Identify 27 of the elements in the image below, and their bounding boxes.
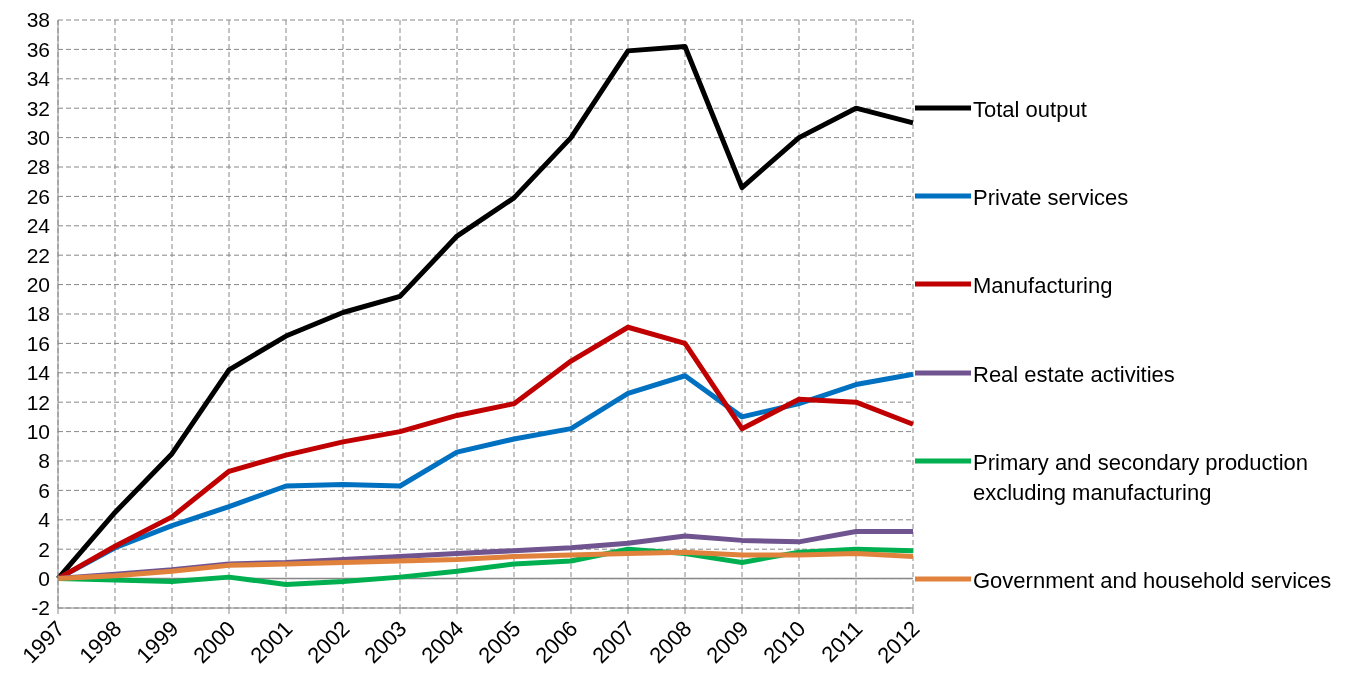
y-tick-label: 26	[26, 184, 50, 208]
y-tick-label: 16	[26, 331, 50, 355]
y-tick-label: 6	[38, 478, 50, 502]
y-tick-label: 14	[26, 361, 51, 385]
y-tick-label: 2	[38, 537, 50, 561]
y-tick-label: 36	[26, 37, 50, 61]
y-tick-label: 22	[26, 243, 50, 267]
legend-label: Manufacturing	[973, 272, 1113, 301]
y-tick-label: 34	[26, 67, 51, 91]
y-tick-label: 10	[26, 420, 50, 444]
y-tick-label: 12	[26, 390, 50, 414]
legend-label: Total output	[973, 95, 1087, 124]
y-tick-label: 18	[26, 302, 50, 326]
y-tick-label: 20	[26, 273, 50, 297]
y-tick-label: 38	[26, 8, 50, 32]
legend-label: Real estate activities	[973, 360, 1175, 389]
legend-label: Private services	[973, 184, 1129, 212]
legend-label: Government and household services	[973, 567, 1332, 596]
y-tick-label: 32	[26, 96, 50, 120]
y-tick-label: 8	[38, 449, 50, 473]
y-tick-label: -2	[31, 596, 50, 620]
y-tick-label: 30	[26, 126, 50, 150]
legend-label: Primary and secondary production excluding manufacturing	[973, 448, 1310, 507]
y-tick-label: 4	[38, 508, 51, 532]
y-tick-label: 28	[26, 155, 50, 179]
y-tick-label: 24	[26, 214, 51, 238]
y-tick-label: 0	[38, 567, 50, 591]
